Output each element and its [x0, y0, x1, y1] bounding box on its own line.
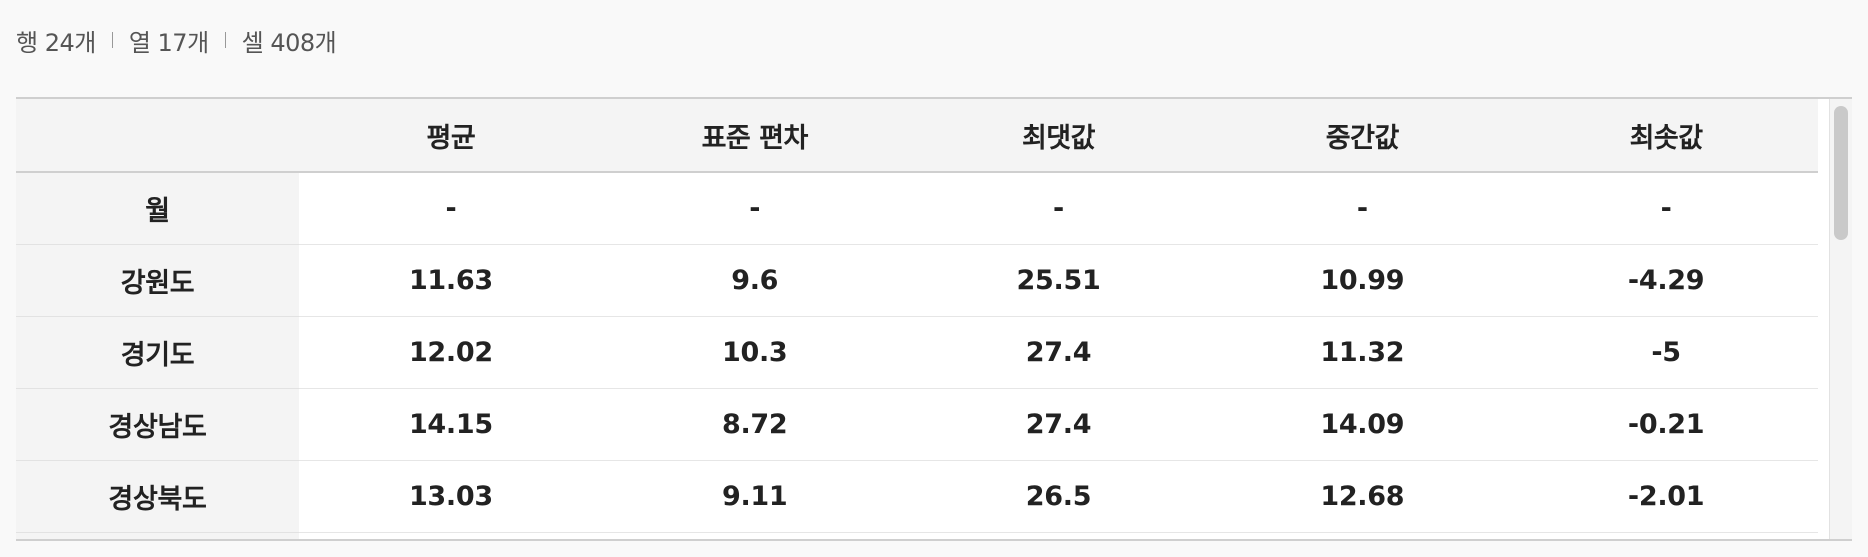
- row-label: 월: [16, 172, 299, 245]
- table-cell: 9.11: [602, 460, 907, 533]
- vertical-scrollbar[interactable]: [1829, 99, 1852, 539]
- table-row: 경상북도 13.03 9.11 26.5 12.68 -2.01: [16, 460, 1818, 533]
- table-cell: 14.09: [1210, 388, 1515, 461]
- table-cell: [906, 532, 1211, 539]
- table-cell: [1514, 532, 1818, 539]
- table-cell: -: [1514, 172, 1818, 245]
- table-cell: -5: [1514, 316, 1818, 389]
- table-row: 월 - - - - -: [16, 172, 1818, 245]
- table-cell: 11.32: [1210, 316, 1515, 389]
- row-count: 행 24개: [16, 28, 96, 57]
- statistics-table: 평균 표준 편차 최댓값 중간값 최솟값 월 - - - - - 강원도 11.…: [16, 99, 1818, 539]
- summary-divider: [111, 32, 113, 48]
- header-cell-max: 최댓값: [906, 99, 1211, 173]
- table-cell: 9.6: [602, 244, 907, 317]
- table-cell: 14.15: [299, 388, 603, 461]
- header-cell-median: 중간값: [1210, 99, 1515, 173]
- cell-count: 셀 408개: [241, 28, 337, 57]
- table-cell: -0.21: [1514, 388, 1818, 461]
- table-cell: 10.3: [602, 316, 907, 389]
- table-cell: 13.03: [299, 460, 603, 533]
- table-cell: 27.4: [906, 316, 1211, 389]
- table-row: 강원도 11.63 9.6 25.51 10.99 -4.29: [16, 244, 1818, 317]
- row-label: 경상남도: [16, 388, 299, 461]
- row-label: [16, 532, 299, 539]
- table-cell: 8.72: [602, 388, 907, 461]
- table-row: [16, 532, 1818, 539]
- statistics-table-container: 평균 표준 편차 최댓값 중간값 최솟값 월 - - - - - 강원도 11.…: [16, 97, 1852, 541]
- table-cell: -4.29: [1514, 244, 1818, 317]
- column-count: 열 17개: [128, 28, 209, 57]
- table-cell: -: [1210, 172, 1515, 245]
- table-cell: [602, 532, 907, 539]
- table-cell: 27.4: [906, 388, 1211, 461]
- table-cell: 12.68: [1210, 460, 1515, 533]
- table-cell: -2.01: [1514, 460, 1818, 533]
- header-cell-std-dev: 표준 편차: [602, 99, 907, 173]
- summary-divider: [224, 32, 226, 48]
- header-row: 평균 표준 편차 최댓값 중간값 최솟값: [16, 99, 1818, 173]
- table-cell: 11.63: [299, 244, 603, 317]
- row-label: 경기도: [16, 316, 299, 389]
- table-row: 경기도 12.02 10.3 27.4 11.32 -5: [16, 316, 1818, 389]
- table-cell: 10.99: [1210, 244, 1515, 317]
- table-cell: 26.5: [906, 460, 1211, 533]
- table-cell: 12.02: [299, 316, 603, 389]
- table-summary: 행 24개 열 17개 셀 408개: [16, 22, 337, 58]
- table-cell: 25.51: [906, 244, 1211, 317]
- header-cell: [16, 99, 299, 173]
- table-cell: [299, 532, 603, 539]
- row-label: 강원도: [16, 244, 299, 317]
- row-label: 경상북도: [16, 460, 299, 533]
- scrollbar-thumb[interactable]: [1834, 106, 1848, 240]
- table-cell: -: [906, 172, 1211, 245]
- table-row: 경상남도 14.15 8.72 27.4 14.09 -0.21: [16, 388, 1818, 461]
- table-cell: [1210, 532, 1515, 539]
- header-cell-mean: 평균: [299, 99, 603, 173]
- table-cell: -: [299, 172, 603, 245]
- header-cell-min: 최솟값: [1514, 99, 1818, 173]
- table-cell: -: [602, 172, 907, 245]
